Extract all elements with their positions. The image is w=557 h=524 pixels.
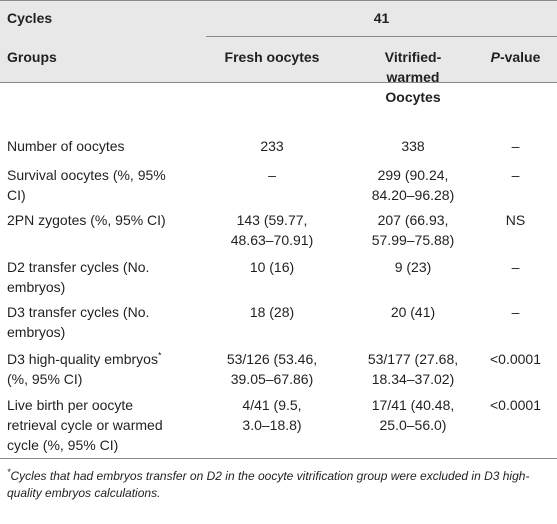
footnote-text: Cycles that had embryos transfer on D2 i… [7, 469, 530, 500]
row-pvalue: – [511, 304, 520, 320]
row-vitrified: 9 (23) [394, 259, 432, 275]
row-fresh: 53/126 (53.46, 39.05–67.86) [226, 351, 318, 387]
top-rule [0, 0, 557, 1]
footnote: *Cycles that had embryos transfer on D2 … [7, 468, 552, 502]
footnote-marker: * [7, 467, 11, 477]
header-fresh: Fresh oocytes [224, 49, 320, 65]
row-label: D2 transfer cycles (No. embryos) [7, 259, 150, 295]
bottom-rule [0, 458, 557, 459]
header-rule [0, 82, 557, 83]
row-label: D3 high-quality embryos* (%, 95% CI) [7, 350, 162, 387]
row-label: Survival oocytes (%, 95% CI) [7, 167, 166, 203]
row-vitrified: 338 [401, 138, 425, 154]
row-fresh: – [268, 167, 276, 183]
row-vitrified: 207 (66.93, 57.99–75.88) [371, 212, 455, 248]
row-label: D3 transfer cycles (No. embryos) [7, 304, 150, 340]
row-label: Number of oocytes [7, 138, 125, 154]
header-pvalue: P-value [490, 49, 541, 65]
row-vitrified: 299 (90.24, 84.20–96.28) [371, 167, 455, 203]
row-pvalue: – [511, 138, 520, 154]
row-pvalue: – [511, 167, 520, 183]
row-fresh: 143 (59.77, 48.63–70.91) [230, 212, 314, 248]
row-vitrified: 20 (41) [390, 304, 436, 320]
row-fresh: 18 (28) [249, 304, 295, 320]
cycles-value: 41 [373, 10, 390, 26]
footnote-marker: * [157, 350, 162, 361]
row-pvalue: <0.0001 [490, 397, 541, 413]
header-vitrified: Vitrified- warmed Oocytes [384, 49, 442, 105]
row-fresh: 10 (16) [249, 259, 295, 275]
row-vitrified: 53/177 (27.68, 18.34–37.02) [367, 351, 459, 387]
header-groups: Groups [7, 49, 57, 65]
row-pvalue: <0.0001 [490, 351, 541, 367]
cycles-rule [206, 36, 557, 37]
row-label: Live birth per oocyte retrieval cycle or … [7, 397, 163, 453]
row-label: 2PN zygotes (%, 95% CI) [7, 212, 166, 228]
cycles-label: Cycles [7, 10, 53, 26]
row-pvalue: – [511, 259, 520, 275]
row-fresh: 4/41 (9.5, 3.0–18.8) [242, 397, 302, 433]
row-pvalue: NS [505, 212, 526, 228]
row-fresh: 233 [260, 138, 284, 154]
row-vitrified: 17/41 (40.48, 25.0–56.0) [371, 397, 455, 433]
header-background [0, 0, 557, 82]
